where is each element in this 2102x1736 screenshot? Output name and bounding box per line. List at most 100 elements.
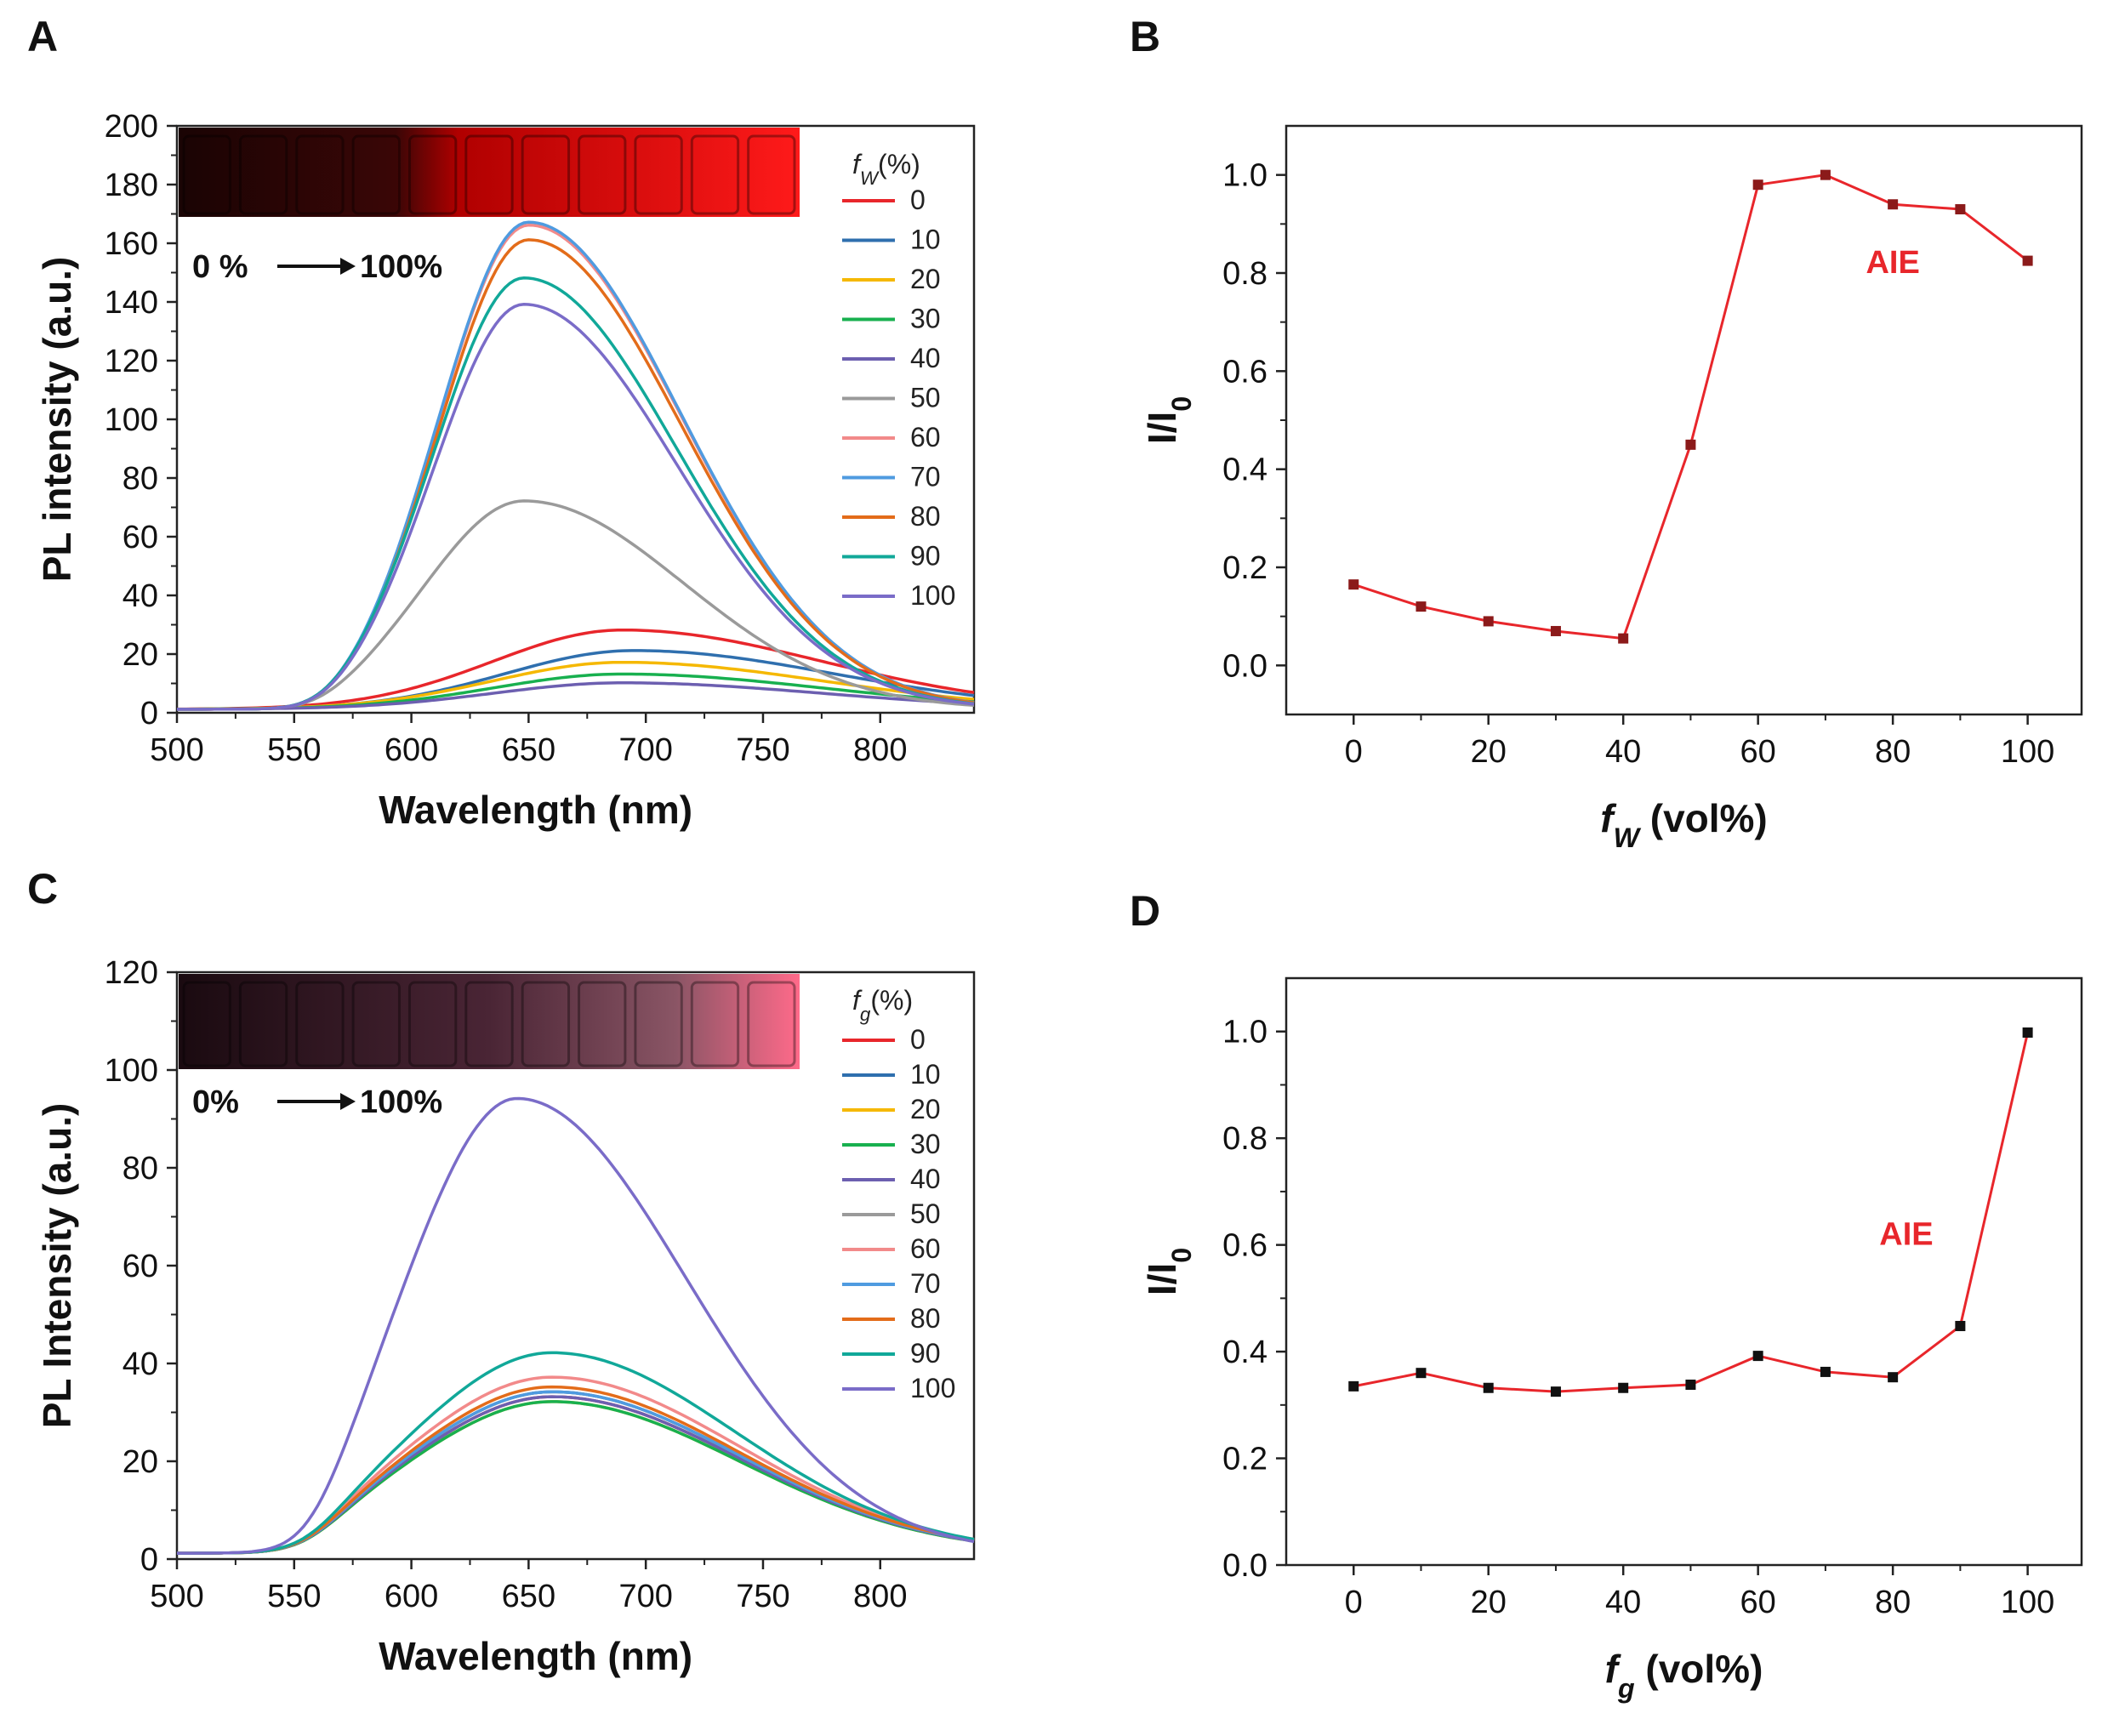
y-tick-label: 0.8 bbox=[1222, 1121, 1267, 1157]
data-point bbox=[2022, 255, 2033, 266]
data-point bbox=[1483, 1382, 1494, 1393]
vial bbox=[747, 981, 796, 1067]
x-tick-label: 650 bbox=[502, 732, 555, 768]
x-tick-label: 80 bbox=[1875, 1585, 1911, 1620]
vial bbox=[578, 981, 627, 1067]
panel-D: D 0 20 40 60 80 100 0.0 0.2 0.4 0.6 0.8 1.0 fg (vol%)… bbox=[1130, 887, 2083, 1704]
aie-annotation: AIE bbox=[1879, 1217, 1933, 1253]
x-tick-label: 20 bbox=[1471, 734, 1507, 770]
series-line-40 bbox=[177, 681, 975, 711]
data-point bbox=[1550, 1386, 1561, 1397]
x-tick-label: 60 bbox=[1740, 1585, 1776, 1620]
series-line-0 bbox=[177, 1395, 975, 1555]
data-point bbox=[1618, 633, 1629, 644]
x-tick-label: 800 bbox=[853, 732, 907, 768]
x-tick-label: 550 bbox=[267, 1579, 321, 1614]
annotation-end: 100% bbox=[360, 1084, 442, 1120]
vial-photo bbox=[179, 974, 800, 1069]
vial bbox=[295, 981, 345, 1067]
vial bbox=[351, 981, 401, 1067]
x-tick-label: 750 bbox=[736, 732, 789, 768]
data-point bbox=[1888, 1372, 1899, 1383]
data-point bbox=[1483, 616, 1494, 627]
x-tick-label: 650 bbox=[502, 1579, 555, 1614]
vial bbox=[238, 981, 288, 1067]
data-point bbox=[2022, 1027, 2033, 1038]
vial bbox=[407, 981, 458, 1067]
x-tick-label: 40 bbox=[1605, 734, 1641, 770]
y-tick-label: 100 bbox=[105, 402, 158, 438]
data-point bbox=[1955, 204, 1966, 215]
legend-label-40: 40 bbox=[910, 1164, 941, 1194]
y-tick-label: 60 bbox=[122, 520, 158, 555]
y-axis-title: I/I0 bbox=[1140, 1248, 1197, 1295]
legend-label-50: 50 bbox=[910, 383, 941, 413]
x-tick-label: 60 bbox=[1740, 734, 1776, 770]
legend-label-20: 20 bbox=[910, 1094, 941, 1124]
legend-label-100: 100 bbox=[910, 580, 955, 611]
series-line-60 bbox=[177, 223, 975, 711]
x-tick-label: 750 bbox=[736, 1579, 789, 1614]
legend-label-10: 10 bbox=[910, 225, 941, 255]
vial bbox=[690, 981, 740, 1067]
x-tick-label: 600 bbox=[385, 1579, 438, 1614]
y-tick-label: 40 bbox=[122, 1346, 158, 1382]
y-tick-label: 120 bbox=[105, 955, 158, 991]
vial bbox=[238, 134, 288, 215]
y-tick-label: 160 bbox=[105, 226, 158, 262]
y-axis-title: PL Intensity (a.u.) bbox=[35, 1103, 79, 1429]
data-point bbox=[1955, 1320, 1966, 1331]
legend-label-90: 90 bbox=[910, 1338, 941, 1369]
x-axis-title: fg (vol%) bbox=[1605, 1647, 1763, 1704]
x-tick-label: 0 bbox=[1345, 734, 1363, 770]
y-tick-label: 0.4 bbox=[1222, 1335, 1267, 1370]
series-line-90 bbox=[177, 276, 975, 711]
x-tick-label: 600 bbox=[385, 732, 438, 768]
legend-label-60: 60 bbox=[910, 1233, 941, 1264]
annotation-arrowhead bbox=[340, 258, 356, 275]
y-tick-label: 140 bbox=[105, 285, 158, 321]
series-line-100 bbox=[177, 303, 975, 711]
vial-photo bbox=[179, 128, 800, 217]
y-tick-label: 20 bbox=[122, 1444, 158, 1480]
panel-letter: C bbox=[27, 865, 58, 913]
x-tick-label: 100 bbox=[2001, 1585, 2054, 1620]
series-line-20 bbox=[177, 1400, 975, 1555]
y-tick-label: 0 bbox=[140, 1542, 158, 1578]
data-point bbox=[1618, 1382, 1629, 1393]
vial bbox=[464, 981, 514, 1067]
panel-B: B 0 20 40 60 80 100 0.0 0.2 0.4 0.6 0.8 1.0 fW (vol%)… bbox=[1130, 13, 2083, 853]
vial bbox=[634, 981, 683, 1067]
data-point bbox=[1752, 179, 1763, 191]
y-tick-label: 0.4 bbox=[1222, 452, 1267, 488]
vial-photo-background bbox=[179, 974, 800, 1069]
y-axis-title: PL intensity (a.u.) bbox=[35, 257, 79, 583]
data-point bbox=[1550, 625, 1561, 636]
legend-label-70: 70 bbox=[910, 462, 941, 492]
vial bbox=[521, 981, 571, 1067]
series-line-50 bbox=[177, 1390, 975, 1555]
legend-label-100: 100 bbox=[910, 1373, 955, 1403]
series-line-0 bbox=[177, 628, 975, 711]
series-line-80 bbox=[177, 238, 975, 711]
y-tick-label: 0.2 bbox=[1222, 1442, 1267, 1477]
aie-annotation: AIE bbox=[1866, 245, 1919, 281]
series-line-10 bbox=[177, 1390, 975, 1555]
legend-title: fg(%) bbox=[852, 985, 913, 1025]
y-tick-label: 20 bbox=[122, 637, 158, 673]
series-line-90 bbox=[177, 1351, 975, 1555]
data-point bbox=[1685, 439, 1696, 450]
y-tick-label: 80 bbox=[122, 1151, 158, 1187]
x-tick-label: 800 bbox=[853, 1579, 907, 1614]
y-tick-label: 0.0 bbox=[1222, 648, 1267, 684]
x-axis-title: Wavelength (nm) bbox=[379, 1634, 692, 1678]
legend-label-80: 80 bbox=[910, 1303, 941, 1334]
data-point bbox=[1820, 169, 1831, 180]
x-tick-label: 0 bbox=[1345, 1585, 1363, 1620]
annotation-start: 0% bbox=[192, 1084, 239, 1120]
ratio-line bbox=[1353, 1032, 2030, 1393]
y-tick-label: 1.0 bbox=[1222, 1015, 1267, 1050]
